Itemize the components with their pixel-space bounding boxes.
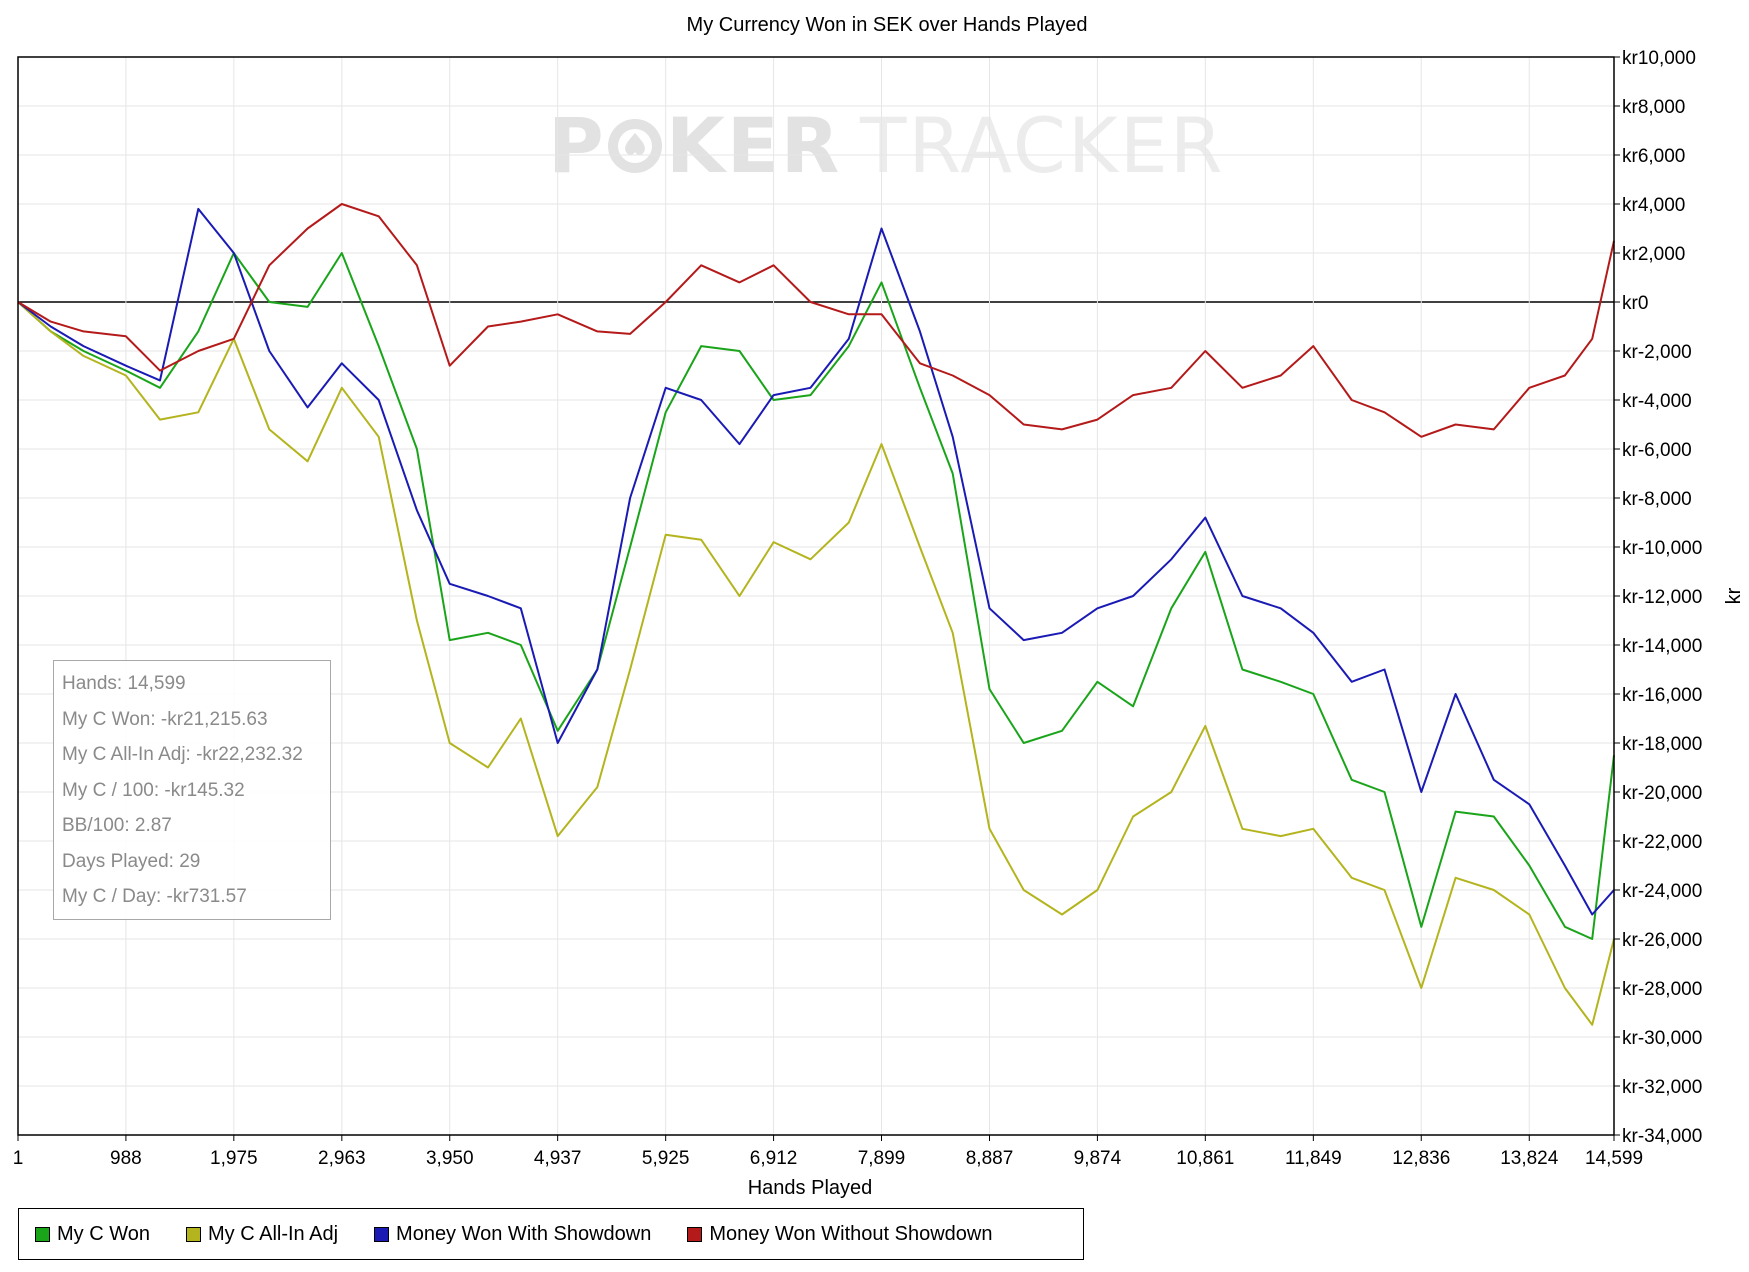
stat-line: My C Won: -kr21,215.63 [62, 708, 268, 730]
stats-box: Hands: 14,599 My C Won: -kr21,215.63 My C … [53, 660, 331, 920]
x-tick-label: 6,912 [750, 1148, 798, 1169]
series-layer [17, 203, 1615, 1026]
legend-swatch [185, 1226, 201, 1242]
x-tick-label: 10,861 [1176, 1148, 1234, 1169]
stat-line: My C All-In Adj: -kr22,232.32 [62, 744, 303, 765]
y-tick-label: kr4,000 [1622, 195, 1685, 216]
x-tick-label: 11,849 [1285, 1148, 1342, 1169]
stat-line: My C / 100: -kr145.32 [62, 779, 245, 801]
legend-swatch [374, 1226, 390, 1242]
stat-line: BB/100: 2.87 [62, 815, 172, 836]
watermark-right: TRACKER [859, 101, 1225, 190]
watermark-left: P [548, 101, 606, 190]
legend-swatch [35, 1226, 50, 1242]
x-tick-label: 988 [110, 1148, 142, 1169]
y-tick-label: kr-4,000 [1622, 391, 1692, 412]
legend-label: My C Won [57, 1222, 150, 1245]
x-tick-label: 8,887 [966, 1148, 1014, 1169]
x-tick-label: 5,925 [642, 1148, 690, 1169]
y-axis: kr10,000 kr8,000 kr6,000 kr4,000 kr2,000 kr0 k… [1614, 48, 1702, 1147]
watermark: P KER TRACKER [548, 101, 1225, 190]
legend-item[interactable]: My C All-In Adj [185, 1222, 339, 1246]
x-tick-label: 12,836 [1392, 1148, 1450, 1169]
x-tick-label: 3,950 [426, 1148, 474, 1169]
y-tick-label: kr2,000 [1622, 244, 1685, 265]
y-tick-label: kr-20,000 [1622, 783, 1702, 804]
y-tick-label: kr-34,000 [1622, 1126, 1702, 1147]
stat-line: Hands: 14,599 [62, 673, 186, 694]
y-tick-label: kr-8,000 [1622, 489, 1692, 510]
x-tick-label: 4,937 [534, 1148, 582, 1169]
y-tick-label: kr-24,000 [1622, 881, 1702, 902]
stat-line: My C / Day: -kr731.57 [62, 886, 247, 907]
y-tick-label: kr-30,000 [1622, 1028, 1702, 1049]
y-tick-label: kr6,000 [1622, 146, 1685, 167]
x-tick-label: 14,599 [1585, 1148, 1643, 1169]
y-tick-label: kr-22,000 [1622, 832, 1702, 853]
y-tick-label: kr8,000 [1622, 97, 1685, 118]
x-tick-label: 2,963 [318, 1148, 366, 1169]
legend-item[interactable]: Money Won Without Showdown [687, 1223, 992, 1246]
legend-swatch [687, 1226, 703, 1242]
y-axis-title: kr [1723, 587, 1745, 604]
legend-label: My C All-In Adj [207, 1222, 339, 1245]
legend-item[interactable]: Money Won With Showdown [374, 1223, 651, 1246]
legend: My C Won My C All-In Adj Money Won With Sh… [18, 1208, 1084, 1260]
y-tick-label: kr-6,000 [1622, 440, 1692, 461]
legend-label: Money Won With Showdown [396, 1222, 652, 1245]
series-line-3 [17, 203, 1615, 438]
y-tick-label: kr-12,000 [1622, 587, 1702, 608]
stat-line: Days Played: 29 [62, 850, 201, 872]
series-line-0 [17, 252, 1615, 940]
y-tick-label: kr-28,000 [1622, 979, 1702, 1000]
y-tick-label: kr-18,000 [1622, 734, 1702, 755]
legend-label: Money Won Without Showdown [709, 1222, 993, 1245]
x-tick-label: 7,899 [858, 1148, 906, 1169]
series-line-2 [17, 207, 1615, 916]
x-axis: 1 988 1,975 2,963 3,950 4,937 5,925 6,912 7,899 8… [13, 1135, 1643, 1169]
x-tick-label: 1,975 [210, 1148, 258, 1169]
x-tick-label: 1 [13, 1148, 24, 1169]
y-tick-label: kr-14,000 [1622, 636, 1702, 657]
y-tick-label: kr10,000 [1622, 48, 1696, 69]
gridlines [18, 56, 1614, 1136]
x-tick-label: 9,874 [1074, 1148, 1122, 1169]
chart-title: My Currency Won in SEK over Hands Played [687, 14, 1088, 36]
y-tick-label: kr-10,000 [1622, 538, 1702, 559]
y-tick-label: kr-2,000 [1622, 342, 1692, 363]
y-tick-label: kr0 [1622, 293, 1648, 314]
legend-item[interactable]: My C Won [35, 1223, 150, 1246]
series-line-1 [17, 301, 1615, 1026]
y-tick-label: kr-32,000 [1622, 1077, 1702, 1098]
x-tick-label: 13,824 [1500, 1148, 1559, 1169]
watermark-mid: KER [666, 101, 841, 190]
y-tick-label: kr-26,000 [1622, 930, 1702, 951]
x-axis-title: Hands Played [748, 1177, 873, 1199]
y-tick-label: kr-16,000 [1622, 685, 1702, 706]
spade-chip-icon [608, 119, 662, 173]
